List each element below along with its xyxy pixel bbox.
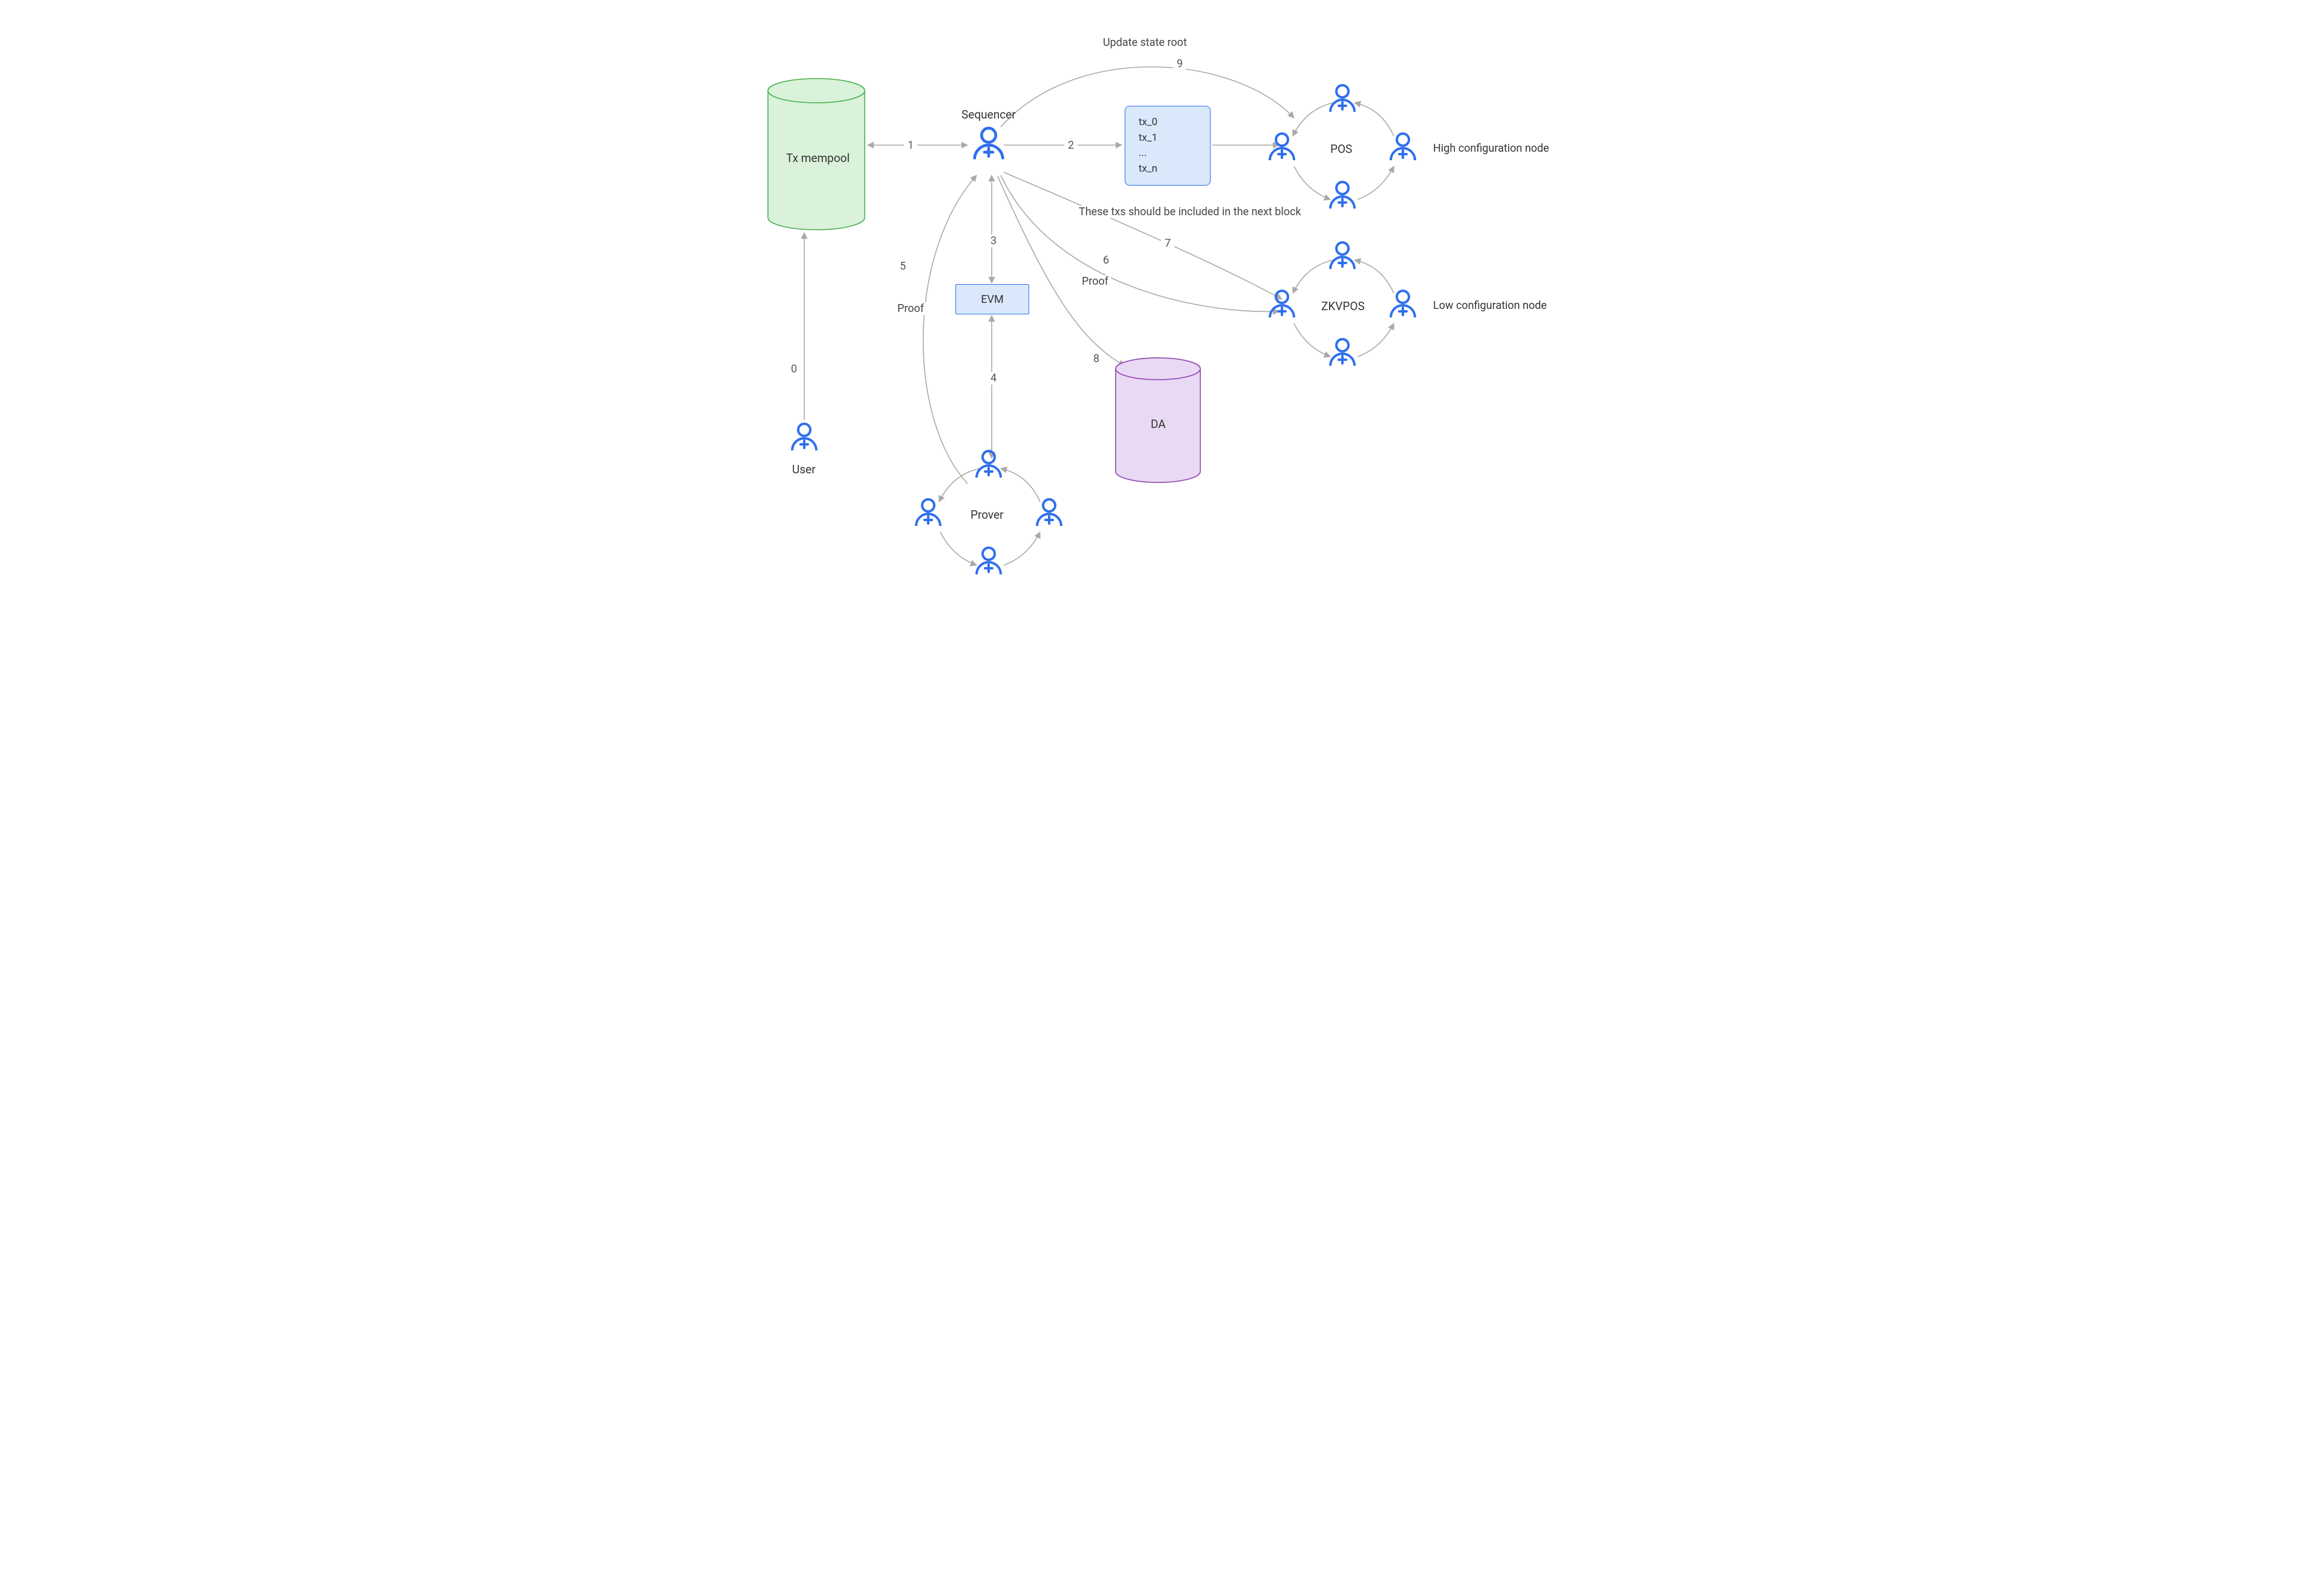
edge-6: [1001, 175, 1279, 311]
edge-8: [998, 177, 1125, 366]
edge-num-8: 8: [1090, 352, 1103, 365]
edge-text-6: Proof: [1079, 275, 1111, 288]
edge-num-2: 2: [1064, 139, 1078, 152]
edge-num-9: 9: [1173, 57, 1186, 70]
tx-line-2: ...: [1139, 146, 1197, 161]
edge-5: [923, 175, 977, 484]
node-user-icon: [792, 424, 816, 450]
diagram-stage: tx_0 tx_1 ... tx_n EVM Tx mempool DA Use…: [738, 24, 1584, 605]
prover-label: Prover: [971, 508, 1004, 522]
edge-num-1: 1: [904, 139, 917, 152]
edge-num-7: 7: [1161, 237, 1174, 250]
edge-text-7: These txs should be included in the next…: [1076, 206, 1304, 218]
node-txs: tx_0 tx_1 ... tx_n: [1125, 106, 1211, 186]
edge-text-5: Proof: [895, 302, 926, 315]
edge-num-3: 3: [987, 235, 1000, 247]
edge-num-6: 6: [1099, 254, 1113, 267]
edge-num-5: 5: [896, 260, 909, 273]
mempool-label: Tx mempool: [786, 151, 850, 165]
edge-num-0: 0: [787, 363, 801, 375]
tx-line-3: tx_n: [1139, 161, 1197, 177]
da-label: DA: [1151, 417, 1166, 431]
node-sequencer-icon: [975, 128, 1003, 159]
zkvpos-side-label: Low configuration node: [1433, 299, 1547, 312]
edge-text-9: Update state root: [1101, 36, 1189, 49]
node-evm: EVM: [955, 284, 1029, 314]
sequencer-label: Sequencer: [961, 108, 1016, 122]
tx-line-1: tx_1: [1139, 131, 1197, 146]
user-label: User: [792, 462, 816, 476]
pos-label: POS: [1330, 142, 1352, 156]
evm-label: EVM: [981, 293, 1003, 306]
edges: [804, 67, 1294, 484]
zkvpos-label: ZKVPOS: [1321, 299, 1365, 313]
pos-side-label: High configuration node: [1433, 142, 1549, 155]
edge-num-4: 4: [987, 372, 1000, 384]
tx-line-0: tx_0: [1139, 115, 1197, 131]
